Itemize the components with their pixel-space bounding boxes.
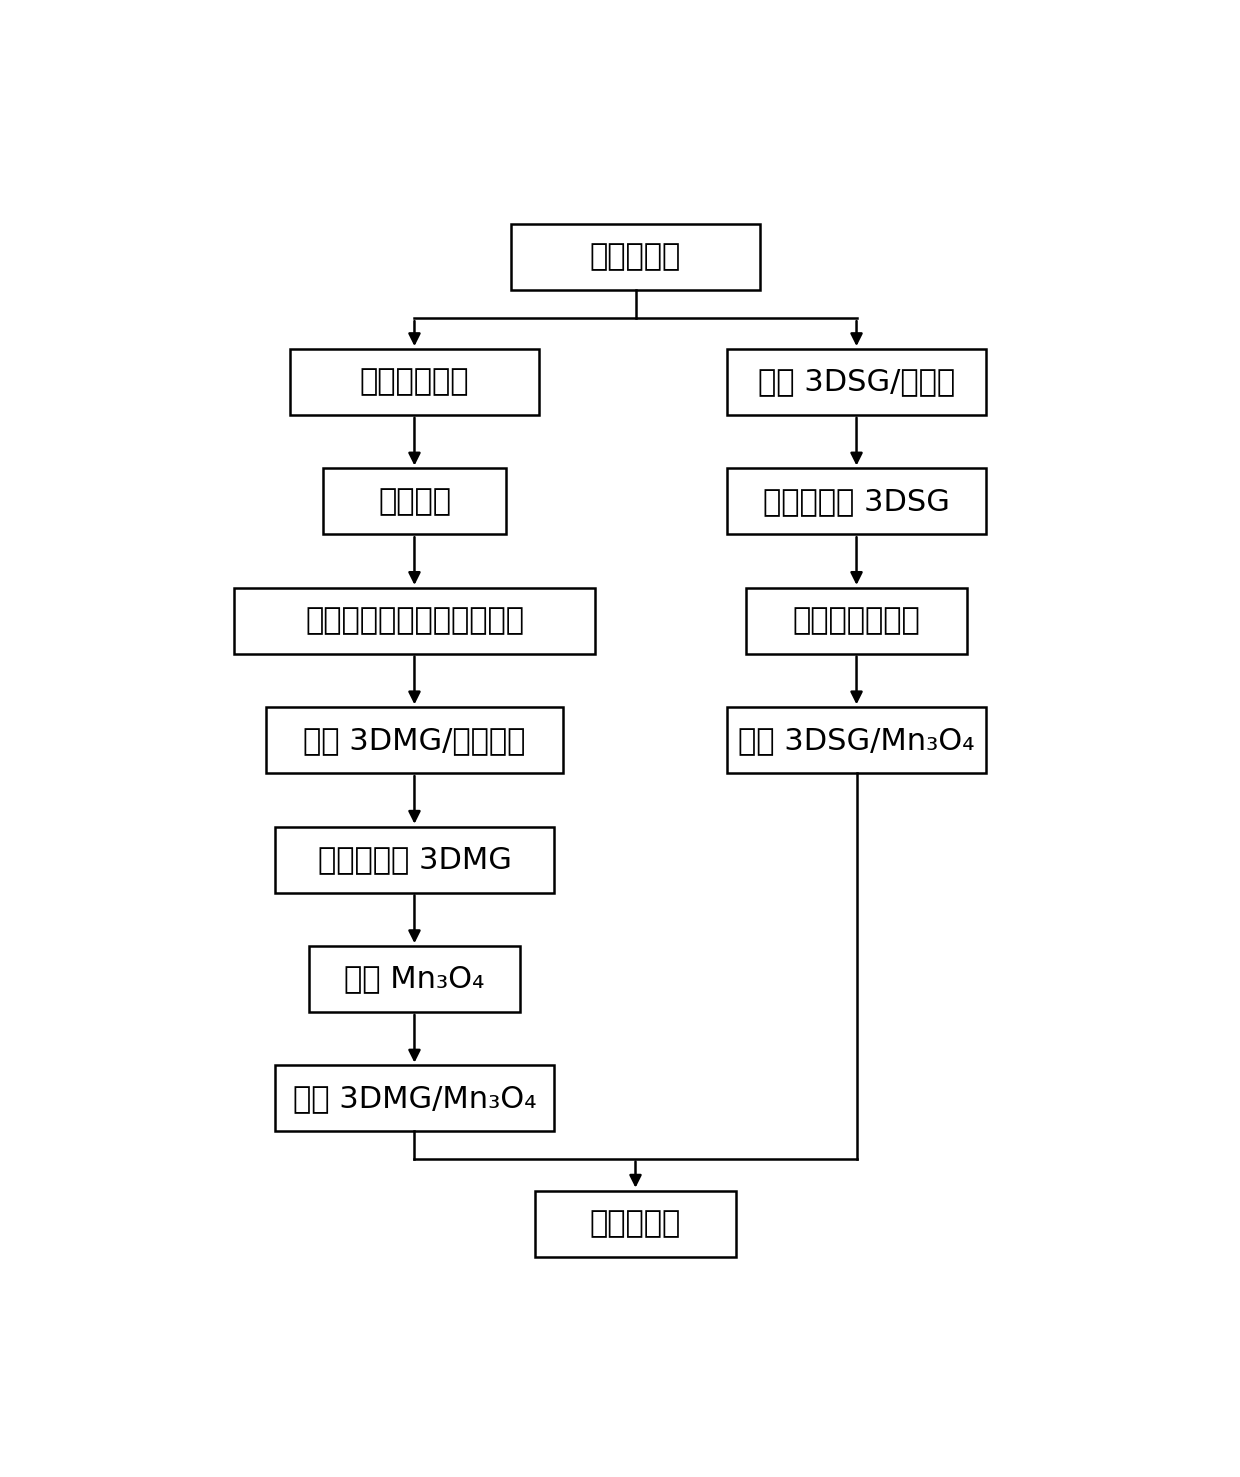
- Text: 生长四氧化三锰: 生长四氧化三锰: [792, 606, 920, 635]
- Text: 电化学沉积铜: 电化学沉积铜: [360, 368, 469, 396]
- Text: 高温退火: 高温退火: [378, 487, 451, 515]
- Bar: [275, 1065, 554, 1131]
- Bar: [275, 827, 554, 892]
- Bar: [309, 947, 521, 1012]
- Text: 制备自支撑 3DMG: 制备自支撑 3DMG: [317, 845, 511, 874]
- Text: 基底预处理: 基底预处理: [590, 242, 681, 272]
- Bar: [727, 707, 986, 772]
- Text: 电化学选择性腐蚀铜镍合金: 电化学选择性腐蚀铜镍合金: [305, 606, 525, 635]
- Text: 制备 3DSG/Mn₃O₄: 制备 3DSG/Mn₃O₄: [738, 725, 975, 755]
- Bar: [290, 349, 539, 415]
- Bar: [511, 225, 760, 289]
- Text: 组装电容器: 组装电容器: [590, 1210, 681, 1238]
- Bar: [234, 588, 595, 654]
- Text: 制备 3DMG/铜镍合金: 制备 3DMG/铜镍合金: [304, 725, 526, 755]
- Text: 生长 Mn₃O₄: 生长 Mn₃O₄: [345, 964, 485, 994]
- Text: 制备自支撑 3DSG: 制备自支撑 3DSG: [763, 487, 950, 515]
- Bar: [746, 588, 967, 654]
- Bar: [534, 1190, 737, 1257]
- Bar: [727, 468, 986, 535]
- Text: 制备 3DSG/泡沫镍: 制备 3DSG/泡沫镍: [758, 368, 955, 396]
- Bar: [727, 349, 986, 415]
- Bar: [265, 707, 563, 772]
- Bar: [324, 468, 506, 535]
- Text: 制备 3DMG/Mn₃O₄: 制备 3DMG/Mn₃O₄: [293, 1084, 536, 1114]
